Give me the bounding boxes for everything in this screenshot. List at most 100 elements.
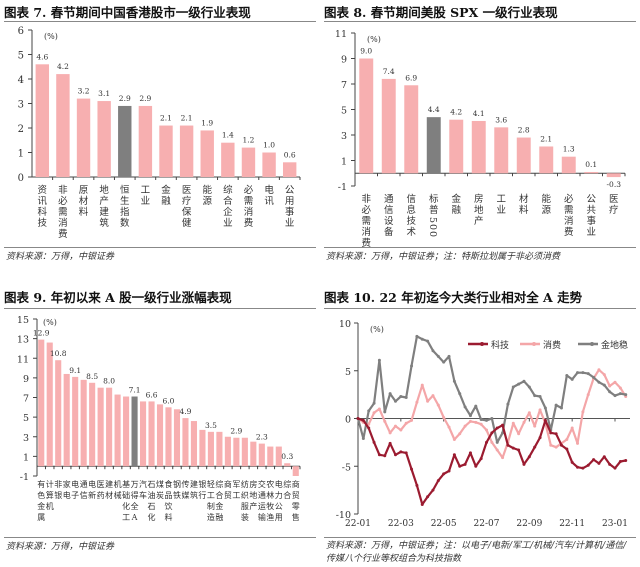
- x-tick-label: 22-07: [474, 519, 500, 529]
- category-label-char: 织: [241, 490, 249, 500]
- bar: [63, 373, 70, 467]
- bar: [258, 443, 265, 467]
- category-label-char: 金: [215, 501, 223, 511]
- series-point: [442, 360, 446, 364]
- category-label-char: 万: [131, 480, 139, 489]
- series-point: [452, 379, 456, 383]
- chart-title: 图表 7. 春节期间中国香港股市一级行业表现: [4, 5, 251, 20]
- bar: [97, 387, 104, 467]
- data-label: 10.8: [50, 349, 67, 358]
- series-point: [613, 466, 617, 470]
- category-label-char: 能: [202, 184, 212, 196]
- bar: [89, 382, 96, 467]
- source-note: 资料来源：万得，中银证券；注：以电子/电新/军工/机械/汽车/计算机/通信/传媒…: [326, 541, 627, 564]
- series-point: [501, 423, 505, 427]
- category-label-char: 综: [283, 479, 291, 489]
- data-label: 2.1: [181, 114, 193, 123]
- series-point: [388, 441, 392, 445]
- y-tick-label: -5: [342, 462, 351, 473]
- series-point: [602, 455, 606, 459]
- data-label: 2.3: [256, 433, 268, 442]
- bar: [56, 74, 70, 177]
- y-tick-label: -1: [20, 472, 29, 483]
- category-label-char: 能: [541, 193, 551, 205]
- category-label-char: 基: [122, 479, 130, 489]
- series-point: [393, 453, 397, 457]
- data-label: 4.6: [36, 52, 48, 61]
- category-label-char: 电: [275, 479, 283, 489]
- series-line-consumer: [357, 368, 627, 459]
- category-label-char: 合: [283, 490, 291, 500]
- category-label-char: 有: [37, 479, 45, 489]
- category-label-char: 信: [384, 204, 394, 216]
- category-label-char: 筑: [99, 217, 109, 229]
- bar: [139, 401, 147, 467]
- series-point: [404, 451, 408, 455]
- category-label-char: 消: [361, 226, 371, 238]
- category-label-char: 技: [38, 217, 48, 229]
- category-label-char: 料: [165, 512, 173, 522]
- data-label: 1.9: [201, 118, 213, 127]
- series-point: [527, 411, 531, 415]
- bar: [123, 396, 130, 467]
- series-point: [490, 431, 494, 435]
- line-chart-relative: -10 -5 0 5 10 (%) 22-01 22-03 22-05 22-07 22-09 22-…: [336, 319, 630, 529]
- series-point: [479, 457, 483, 461]
- series-point: [485, 418, 489, 422]
- series-point: [452, 438, 456, 442]
- category-label-char: 金: [37, 501, 45, 511]
- category-label-char: 医: [182, 185, 192, 196]
- category-label-char: 金: [161, 184, 171, 196]
- category-label-char: 需: [564, 205, 574, 216]
- category-label-char: 疗: [609, 204, 619, 216]
- category-label-char: 企: [223, 206, 233, 218]
- y-tick-label: 5: [345, 367, 351, 378]
- y-tick-label: 7: [341, 80, 347, 91]
- series-point: [415, 400, 419, 404]
- series-point: [442, 416, 446, 420]
- bar: [250, 441, 257, 467]
- category-label-char: 生: [120, 195, 130, 207]
- category-label-char: 料: [79, 206, 89, 218]
- bar-highlight: [118, 105, 132, 177]
- series-point: [527, 455, 531, 459]
- category-label-char: 服: [241, 502, 249, 511]
- data-label: -0.3: [607, 180, 622, 189]
- category-label-char: 银: [54, 490, 62, 500]
- category-label-char: 信: [80, 490, 88, 500]
- y-tick-label: 2: [18, 124, 24, 135]
- category-label-char: 装: [241, 512, 249, 522]
- category-label-char: 品: [165, 491, 173, 500]
- series-point: [495, 448, 499, 452]
- category-label-char: 综: [223, 184, 233, 196]
- source-divider: [4, 247, 316, 248]
- category-label-char: 公: [275, 502, 283, 511]
- series-point: [458, 392, 462, 396]
- y-tick-label: 4: [18, 75, 24, 86]
- series-point: [361, 418, 365, 422]
- series-point: [436, 479, 440, 483]
- bar: [76, 98, 91, 177]
- category-label-char: 事: [586, 215, 596, 227]
- x-tick-label: 22-05: [431, 519, 457, 529]
- series-point: [485, 440, 489, 444]
- series-point: [570, 426, 574, 430]
- series-point: [581, 466, 585, 470]
- series-point: [533, 445, 537, 449]
- category-label-char: 数: [120, 217, 130, 229]
- bar: [516, 137, 531, 174]
- category-label-char: 林: [266, 490, 274, 500]
- series-point: [602, 383, 606, 387]
- category-label-char: 行: [198, 490, 206, 500]
- bar: [404, 85, 419, 174]
- series-point: [495, 440, 499, 444]
- series-point: [543, 418, 547, 422]
- chart-panel-10: 图表 10. 22 年初迄今大类行业相对全 A 走势 -10 -5 0 5 10 (%) 2…: [320, 285, 640, 567]
- category-label-char: 贸: [292, 490, 300, 500]
- category-label-char: 科: [38, 206, 48, 218]
- series-point: [511, 385, 515, 389]
- data-label: 0.1: [585, 160, 597, 169]
- data-label: 0.6: [284, 150, 296, 159]
- series-point: [410, 418, 414, 422]
